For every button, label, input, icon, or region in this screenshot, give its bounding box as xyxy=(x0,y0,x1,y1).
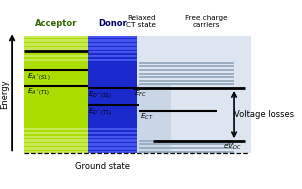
Bar xyxy=(24,47,88,50)
Bar xyxy=(88,36,137,153)
Bar xyxy=(88,132,137,134)
Bar xyxy=(88,40,137,42)
Bar xyxy=(24,139,88,142)
Bar xyxy=(139,143,234,146)
Bar xyxy=(139,83,234,85)
Bar xyxy=(24,36,88,153)
Bar xyxy=(137,36,251,153)
Bar xyxy=(88,36,137,38)
Bar xyxy=(139,65,234,67)
Bar xyxy=(24,143,88,146)
Text: Voltage losses: Voltage losses xyxy=(234,110,294,119)
Text: Ground state: Ground state xyxy=(75,162,130,171)
Text: $E_{CT}$: $E_{CT}$ xyxy=(140,112,154,122)
Bar xyxy=(139,147,234,149)
Bar xyxy=(139,76,234,78)
Bar xyxy=(88,51,137,53)
Bar xyxy=(139,73,234,75)
Bar xyxy=(139,62,234,64)
Bar xyxy=(140,147,211,149)
Bar xyxy=(24,55,88,57)
Bar xyxy=(139,140,234,142)
Bar xyxy=(88,139,137,142)
Bar xyxy=(88,59,137,61)
Bar xyxy=(88,43,137,46)
Bar xyxy=(88,47,137,50)
Text: $eV_{OC}$: $eV_{OC}$ xyxy=(223,142,242,152)
Bar xyxy=(140,140,211,142)
Bar xyxy=(24,128,88,130)
Text: Free charge
carriers: Free charge carriers xyxy=(185,15,227,28)
Bar xyxy=(24,40,88,42)
Bar xyxy=(88,147,137,149)
Bar xyxy=(24,59,88,61)
Text: Donor: Donor xyxy=(98,19,127,28)
Text: $E_{D^*(T1)}$: $E_{D^*(T1)}$ xyxy=(88,106,112,117)
Text: Energy: Energy xyxy=(0,80,9,109)
Bar xyxy=(88,143,137,146)
Bar xyxy=(24,132,88,134)
Bar xyxy=(24,43,88,46)
Bar xyxy=(140,143,211,146)
Bar xyxy=(88,151,137,153)
Text: $E_{A^*(T1)}$: $E_{A^*(T1)}$ xyxy=(27,87,51,97)
Bar xyxy=(88,55,137,57)
Bar xyxy=(24,151,88,153)
Text: $E_{A^*(S1)}$: $E_{A^*(S1)}$ xyxy=(27,71,51,82)
Bar xyxy=(88,84,171,153)
Bar xyxy=(88,136,137,138)
Bar xyxy=(88,128,137,130)
Text: $E_{D^*(S1)}$: $E_{D^*(S1)}$ xyxy=(88,89,112,100)
Bar xyxy=(139,80,234,82)
Bar xyxy=(24,136,88,138)
Text: Acceptor: Acceptor xyxy=(35,19,77,28)
Bar xyxy=(140,150,211,153)
Bar xyxy=(24,147,88,149)
Bar xyxy=(139,69,234,71)
Bar xyxy=(24,51,88,53)
Bar xyxy=(139,150,234,153)
Bar xyxy=(24,36,88,38)
Text: Relaxed
CT state: Relaxed CT state xyxy=(126,15,156,28)
Text: $E_{FC}$: $E_{FC}$ xyxy=(134,89,147,99)
